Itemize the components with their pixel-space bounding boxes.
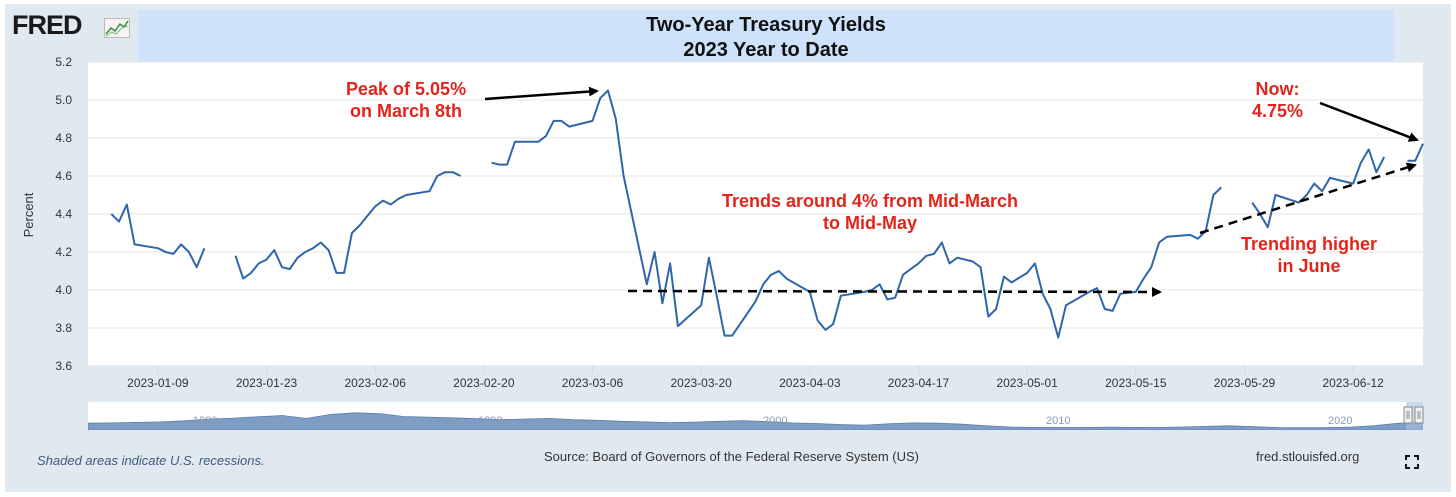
y-tick-label: 4.8 [55,131,72,145]
series-line-segment [1251,148,1386,229]
y-tick-label: 4.0 [55,283,72,297]
june-annotation: Trending higher in June [1241,234,1378,276]
fred-logo[interactable]: FRED [12,10,82,41]
logo-text: FRED [12,10,82,40]
fred-url-link[interactable]: fred.stlouisfed.org [1256,449,1360,464]
x-tick-label: 2023-01-23 [236,376,298,390]
y-tick-label: 4.4 [55,207,72,221]
range-navigator[interactable]: 1980 1990 2000 2010 2020 [88,402,1423,430]
navigator-year-label: 1990 [478,415,502,427]
chart-title-line2: 2023 Year to Date [683,39,849,61]
fullscreen-icon[interactable] [1405,455,1419,469]
x-tick-label: 2023-03-06 [562,376,624,390]
x-tick-label: 2023-06-12 [1322,376,1384,390]
series-line-segment [1407,143,1424,162]
navigator-year-label: 1980 [193,415,217,427]
x-tick-label: 2023-04-17 [888,376,950,390]
y-tick-label: 5.2 [55,55,72,69]
x-tick-label: 2023-05-29 [1214,376,1276,390]
peak-arrow [484,86,599,101]
chart-title: Two-Year Treasury Yields 2023 Year to Da… [138,10,1394,66]
x-tick-label: 2023-02-20 [453,376,515,390]
series-line-segment [110,203,206,269]
x-tick-label: 2023-01-09 [127,376,189,390]
peak-annotation: Peak of 5.05% on March 8th [346,79,467,121]
y-tick-label: 4.2 [55,245,72,259]
chart-logo-icon [104,18,130,38]
navigator-year-label: 2020 [1328,415,1352,427]
y-axis: 3.6 3.8 4.0 4.2 4.4 4.6 4.8 5.0 5.2 [55,55,72,373]
navigator-series: 1980 1990 2000 2010 2020 [88,402,1423,430]
navigator-year-label: 2010 [1046,415,1070,427]
y-tick-label: 5.0 [55,93,72,107]
navigator-right-handle[interactable] [1414,406,1424,424]
june-arrow [1199,162,1417,235]
trend-arrow [627,286,1162,297]
x-tick-label: 2023-05-15 [1105,376,1167,390]
source-text: Source: Board of Governors of the Federa… [544,449,919,464]
y-tick-label: 3.6 [55,359,72,373]
now-arrow [1319,101,1419,142]
y-tick-label: 3.8 [55,321,72,335]
x-tick-label: 2023-05-01 [996,376,1058,390]
x-tick-label: 2023-02-06 [344,376,406,390]
x-tick-label: 2023-03-20 [670,376,732,390]
recession-note: Shaded areas indicate U.S. recessions. [37,453,265,468]
x-tick-label: 2023-04-03 [779,376,841,390]
chart-title-line1: Two-Year Treasury Yields [646,14,886,36]
navigator-year-label: 2000 [763,415,787,427]
y-axis-title: Percent [21,192,36,237]
now-annotation: Now: 4.75% [1252,79,1304,121]
trend-annotation: Trends around 4% from Mid-March to Mid-M… [722,191,1019,233]
x-axis: 2023-01-09 2023-01-23 2023-02-06 2023-02-20… [88,365,1423,390]
navigator-left-handle[interactable] [1403,406,1413,424]
navigator-handles[interactable] [1402,404,1426,426]
y-tick-label: 4.6 [55,169,72,183]
series-line-segment [234,171,462,280]
